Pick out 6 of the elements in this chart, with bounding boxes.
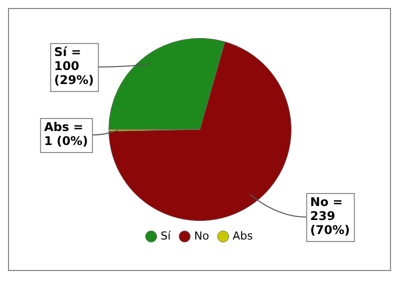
legend-label: Abs: [232, 229, 254, 242]
data-label: No = 239 (70%): [310, 195, 350, 238]
legend-label: Sí: [160, 229, 172, 242]
legend-label: No: [194, 229, 210, 242]
data-label: Sí = 100 (29%): [54, 45, 94, 88]
data-label: Abs = 1 (0%): [44, 120, 88, 148]
